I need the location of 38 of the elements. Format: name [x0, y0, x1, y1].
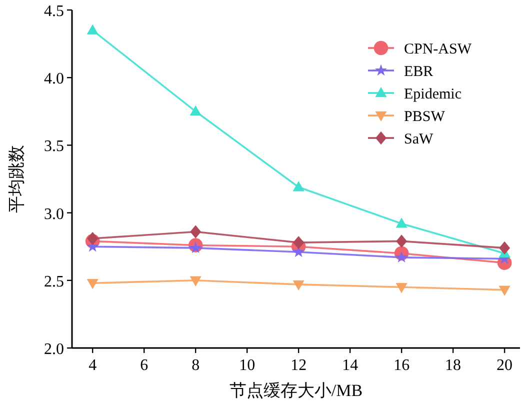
point [190, 225, 202, 238]
y-axis-title: 平均跳数 [7, 145, 26, 213]
point [190, 276, 202, 286]
y-tick-label: 3.5 [44, 138, 64, 156]
y-tick-label: 4.5 [44, 3, 64, 20]
point [86, 278, 98, 290]
x-tick-label: 4 [88, 357, 97, 374]
x-tick-label: 6 [140, 357, 148, 374]
point [190, 105, 202, 116]
point [293, 236, 304, 250]
y-tick-label: 3.0 [44, 206, 64, 223]
point [396, 283, 408, 294]
point [396, 234, 408, 248]
point [292, 181, 304, 192]
x-tick-label: 12 [290, 357, 307, 374]
point [396, 251, 408, 263]
x-tick-label: 18 [445, 357, 462, 374]
point [499, 241, 510, 255]
point [292, 280, 304, 291]
x-tick-label: 16 [394, 357, 410, 374]
point [87, 232, 98, 246]
y-tick-label: 2.5 [44, 273, 64, 290]
legend-label: Epidemic [404, 86, 462, 102]
x-tick-label: 20 [496, 357, 513, 374]
point [190, 242, 202, 254]
point [498, 286, 510, 296]
point [86, 24, 98, 34]
x-tick-label: 14 [342, 357, 358, 374]
y-tick-label: 2.0 [44, 341, 64, 358]
x-axis-title: 节点缓存大小/MB [229, 381, 363, 400]
legend-label: EBR [404, 64, 434, 80]
x-tick-label: 8 [192, 357, 200, 374]
y-tick-label: 4.0 [44, 70, 64, 88]
legend-label: CPN-ASW [404, 42, 472, 58]
legend-label: SaW [404, 132, 434, 148]
x-tick-label: 10 [239, 357, 256, 374]
point [396, 218, 408, 228]
legend-label: PBSW [404, 109, 446, 125]
